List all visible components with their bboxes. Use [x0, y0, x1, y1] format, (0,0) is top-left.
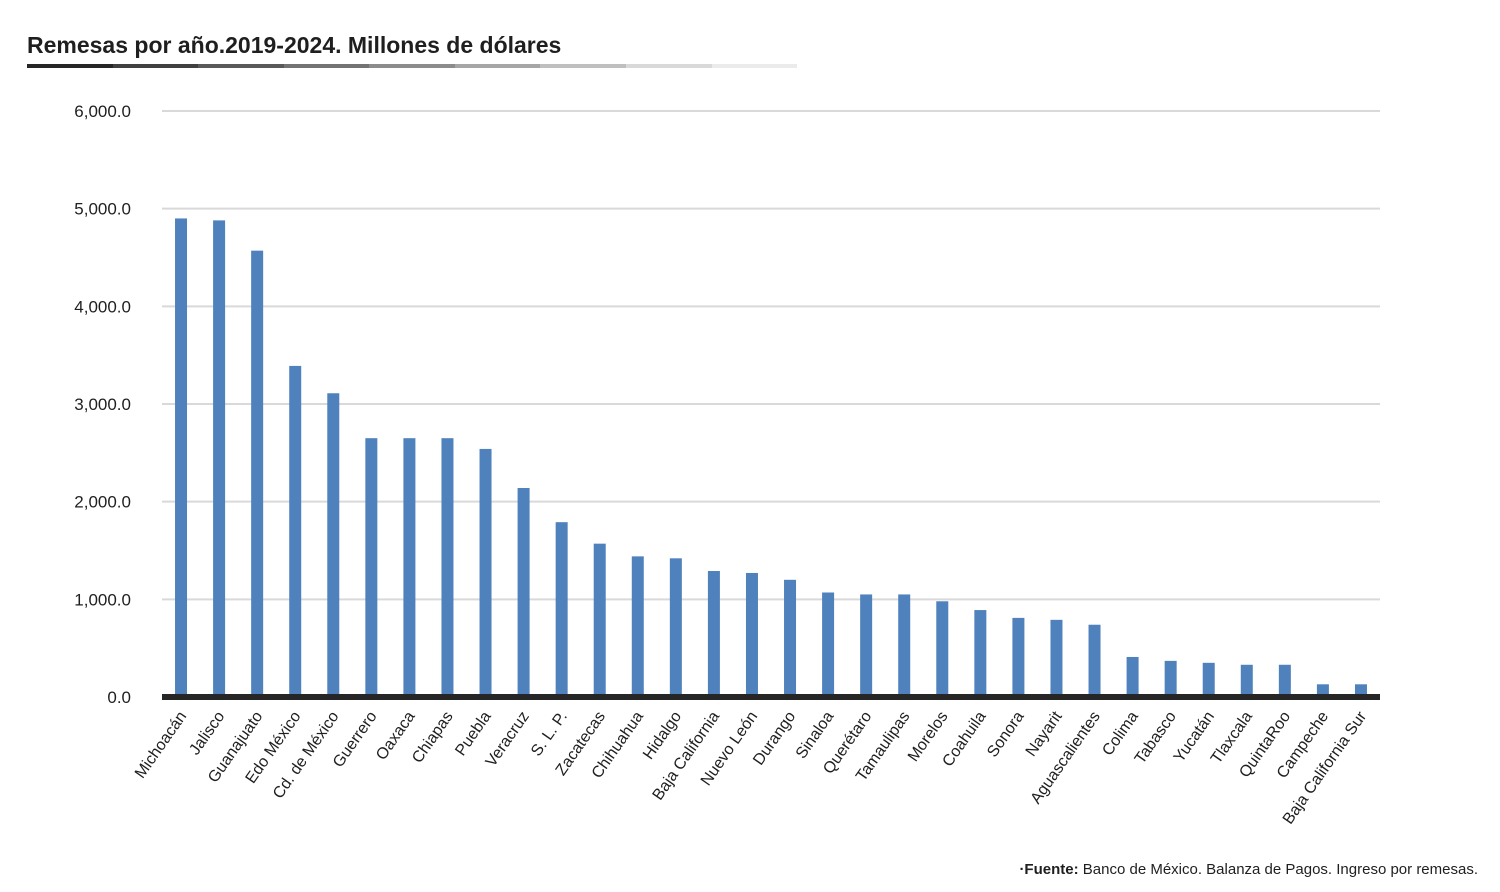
- bar: [631, 556, 644, 697]
- title-underline: [27, 64, 798, 68]
- title-underline-segment: [198, 64, 284, 68]
- bar: [175, 218, 188, 697]
- bar: [365, 438, 378, 697]
- bar: [1354, 684, 1367, 697]
- bar: [555, 522, 568, 697]
- bar: [517, 487, 530, 697]
- bar: [822, 592, 835, 697]
- bar: [479, 448, 492, 697]
- source-text: Banco de México. Balanza de Pagos. Ingre…: [1078, 861, 1478, 878]
- bars: [175, 218, 1367, 698]
- y-tick-label: 2,000.0: [74, 493, 131, 512]
- bar: [669, 558, 682, 697]
- bar: [1164, 660, 1177, 697]
- bar: [327, 393, 340, 697]
- source-note: ·Fuente: Banco de México. Balanza de Pag…: [1019, 861, 1478, 878]
- title-underline-segment: [283, 64, 370, 68]
- bar: [403, 438, 416, 697]
- bar: [1316, 684, 1329, 697]
- chart-title: Remesas por año.2019-2024. Millones de d…: [27, 32, 562, 58]
- x-tick-label: Sonora: [984, 708, 1028, 760]
- title-underline-segment: [625, 64, 712, 68]
- bar: [745, 572, 758, 697]
- title-underline-segment: [711, 64, 798, 68]
- bar: [860, 594, 873, 697]
- title-underline-segment: [112, 64, 199, 68]
- bar: [213, 220, 226, 698]
- bar: [1050, 619, 1063, 697]
- bar: [707, 571, 720, 697]
- source-prefix: ·Fuente:: [1019, 861, 1079, 878]
- bar: [1012, 617, 1025, 697]
- bar: [1240, 664, 1253, 697]
- title-underline-segment: [369, 64, 455, 68]
- title-underline-segment: [454, 64, 541, 68]
- bar: [289, 365, 302, 697]
- title-underline-segment: [540, 64, 626, 68]
- x-tick-label: Michoacán: [132, 709, 190, 782]
- y-tick-label: 4,000.0: [74, 297, 131, 316]
- bar: [593, 543, 606, 697]
- y-tick-label: 1,000.0: [74, 590, 131, 609]
- bar: [251, 250, 264, 697]
- bar: [441, 438, 454, 697]
- x-tick-label: Aguascalientes: [1028, 709, 1104, 808]
- y-tick-label: 3,000.0: [74, 395, 131, 414]
- y-tick-label: 6,000.0: [74, 102, 131, 121]
- bar: [898, 594, 911, 697]
- bar: [1202, 662, 1215, 697]
- bar: [1126, 656, 1139, 697]
- bar: [936, 601, 949, 697]
- y-axis-tick-labels: 0.0 1,000.0 2,000.0 3,000.0 4,000.0 5,000.0 6,…: [74, 102, 131, 707]
- gridlines: [162, 110, 1380, 601]
- title-underline-segment: [27, 64, 113, 68]
- y-tick-label: 5,000.0: [74, 200, 131, 219]
- bar: [974, 610, 987, 697]
- bar: [1088, 624, 1101, 697]
- bar: [1278, 664, 1291, 697]
- y-tick-label: 0.0: [107, 688, 131, 707]
- bar: [784, 579, 797, 697]
